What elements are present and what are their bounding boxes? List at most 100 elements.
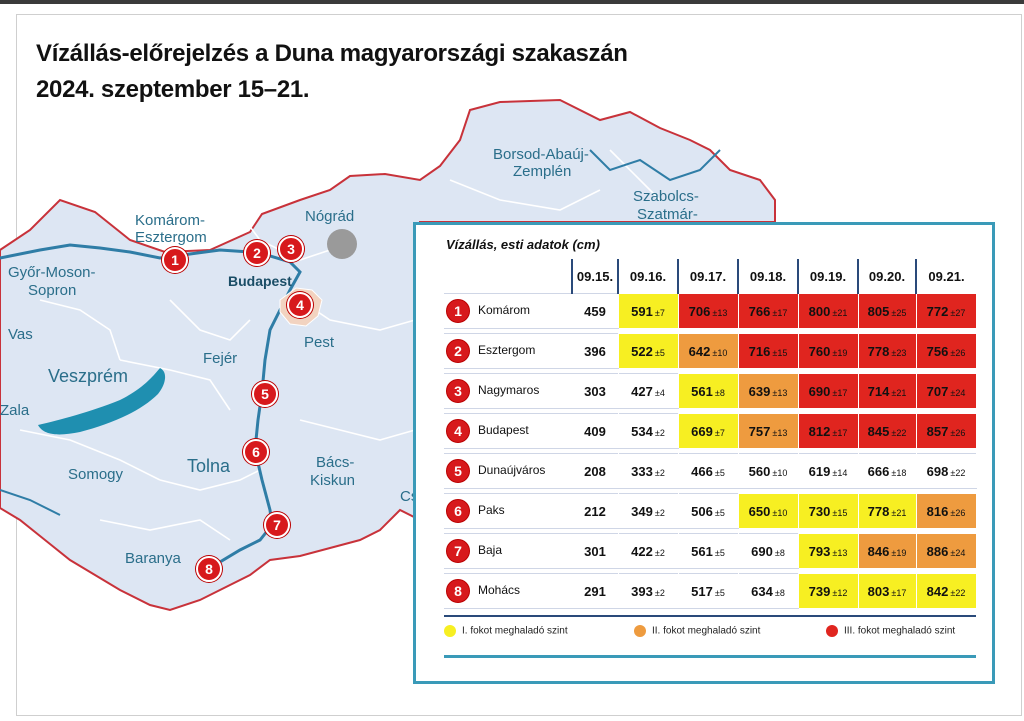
county-label: Győr-Moson- — [8, 264, 96, 281]
forecast-cell: 816 ±26 — [915, 493, 977, 529]
county-label: Zemplén — [513, 163, 572, 180]
forecast-uncertainty: ±5 — [714, 467, 725, 478]
forecast-cell: 466 ±5 — [677, 453, 739, 489]
forecast-uncertainty: ±7 — [714, 427, 725, 438]
forecast-cell: 561 ±8 — [677, 373, 739, 409]
forecast-uncertainty: ±19 — [891, 547, 907, 558]
forecast-value: 756 — [926, 343, 949, 359]
forecast-cell: 845 ±22 — [857, 413, 917, 449]
forecast-uncertainty: ±5 — [714, 547, 725, 558]
observed-value-cell: 291 — [571, 573, 619, 609]
forecast-cell: 506 ±5 — [677, 493, 739, 529]
station-cell: 1 Komárom — [444, 293, 572, 329]
county-label: Nógrád — [305, 208, 355, 225]
forecast-value: 778 — [867, 343, 890, 359]
county-label: Fejér — [203, 350, 238, 367]
station-cell: 5 Dunaújváros — [444, 453, 572, 489]
county-label: Sopron — [28, 282, 77, 299]
table-row: 5 Dunaújváros 208 333 ±2 466 ±5 560 ±10 619 ±14 666… — [444, 453, 977, 489]
legend-item-level2: II. fokot meghaladó szint — [634, 625, 760, 637]
forecast-value: 757 — [748, 423, 771, 439]
county-label: Komárom- — [135, 212, 206, 229]
station-number-badge: 2 — [446, 339, 470, 363]
forecast-value: 534 — [631, 423, 653, 439]
forecast-uncertainty: ±25 — [891, 307, 907, 318]
forecast-uncertainty: ±21 — [891, 387, 907, 398]
forecast-cell: 707 ±24 — [915, 373, 977, 409]
table-body: 1 Komárom 459 591 ±7 706 ±13 766 ±17 800 ±21 805 ±25… — [444, 293, 977, 609]
forecast-cell: 522 ±5 — [617, 333, 679, 369]
forecast-value: 886 — [926, 543, 949, 559]
forecast-cell: 772 ±27 — [915, 293, 977, 329]
forecast-uncertainty: ±21 — [832, 307, 848, 318]
top-rule — [0, 0, 1024, 4]
county-label: Pest — [304, 334, 335, 351]
forecast-uncertainty: ±2 — [654, 587, 665, 598]
forecast-value: 766 — [748, 303, 771, 319]
forecast-value: 619 — [808, 463, 831, 479]
station-cell: 7 Baja — [444, 533, 572, 569]
forecast-uncertainty: ±8 — [774, 587, 785, 598]
header-date: 09.16. — [617, 259, 678, 294]
forecast-cell: 842 ±22 — [915, 573, 977, 609]
forecast-cell: 793 ±13 — [797, 533, 859, 569]
forecast-uncertainty: ±13 — [832, 547, 848, 558]
station-name: Baja — [478, 543, 503, 558]
header-date: 09.21. — [915, 259, 976, 294]
forecast-uncertainty: ±13 — [772, 387, 788, 398]
observed-value-cell: 409 — [571, 413, 619, 449]
station-marker: 1 — [162, 247, 188, 273]
station-number-badge: 6 — [446, 499, 470, 523]
forecast-value: 560 — [748, 463, 771, 479]
forecast-value: 591 — [631, 303, 653, 319]
forecast-cell: 706 ±13 — [677, 293, 739, 329]
forecast-value: 422 — [631, 543, 653, 559]
station-name: Paks — [478, 503, 505, 518]
county-label: Kiskun — [310, 472, 356, 489]
forecast-cell: 650 ±10 — [737, 493, 799, 529]
forecast-cell: 634 ±8 — [737, 573, 799, 609]
forecast-uncertainty: ±17 — [832, 387, 848, 398]
forecast-cell: 642 ±10 — [677, 333, 739, 369]
forecast-value: 739 — [808, 583, 831, 599]
panel-title: Vízállás, esti adatok (cm) — [446, 237, 600, 252]
observed-value-cell: 212 — [571, 493, 619, 529]
forecast-cell: 757 ±13 — [737, 413, 799, 449]
forecast-uncertainty: ±2 — [654, 467, 665, 478]
forecast-cell: 690 ±8 — [737, 533, 799, 569]
forecast-value: 698 — [926, 463, 949, 479]
legend-label: II. fokot meghaladó szint — [652, 625, 761, 637]
forecast-cell: 422 ±2 — [617, 533, 679, 569]
forecast-uncertainty: ±26 — [950, 347, 966, 358]
forecast-value: 669 — [691, 423, 713, 439]
legend: I. fokot meghaladó szint II. fokot megha… — [444, 623, 984, 647]
forecast-cell: 560 ±10 — [737, 453, 799, 489]
county-label: Vas — [8, 326, 33, 343]
county-label: Somogy — [68, 466, 124, 483]
station-marker: 2 — [244, 240, 270, 266]
station-marker: 4 — [287, 292, 313, 318]
level1-dot-icon — [444, 625, 456, 637]
table-header-row: 09.15. 09.16. 09.17. 09.18. 09.19. 09.20… — [444, 259, 976, 294]
forecast-cell: 756 ±26 — [915, 333, 977, 369]
forecast-cell: 812 ±17 — [797, 413, 859, 449]
observed-value-cell: 208 — [571, 453, 619, 489]
forecast-cell: 534 ±2 — [617, 413, 679, 449]
forecast-uncertainty: ±8 — [774, 547, 785, 558]
forecast-cell: 716 ±15 — [737, 333, 799, 369]
forecast-cell: 393 ±2 — [617, 573, 679, 609]
forecast-value: 690 — [808, 383, 831, 399]
forecast-uncertainty: ±17 — [891, 587, 907, 598]
forecast-uncertainty: ±22 — [950, 467, 966, 478]
forecast-value: 634 — [751, 583, 773, 599]
station-number-badge: 3 — [446, 379, 470, 403]
header-date: 09.18. — [737, 259, 798, 294]
forecast-value: 707 — [926, 383, 949, 399]
forecast-uncertainty: ±13 — [772, 427, 788, 438]
tisza-river — [589, 149, 721, 182]
county-label: Borsod-Abaúj- — [493, 146, 589, 163]
level2-dot-icon — [634, 625, 646, 637]
table-row: 4 Budapest 409 534 ±2 669 ±7 757 ±13 812 ±17 845 ±22… — [444, 413, 977, 449]
forecast-cell: 803 ±17 — [857, 573, 917, 609]
header-date: 09.15. — [571, 259, 618, 294]
